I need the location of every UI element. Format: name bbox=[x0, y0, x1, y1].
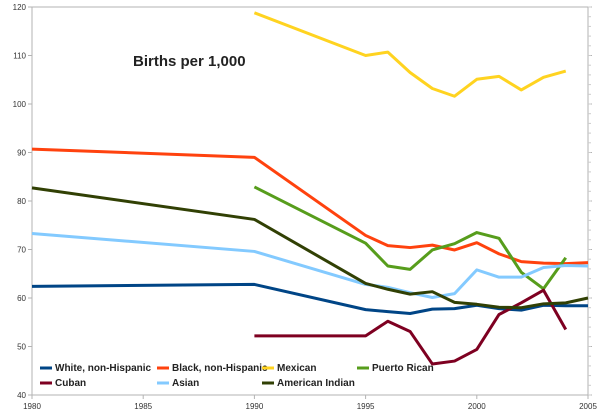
series-line-cuban bbox=[254, 288, 568, 366]
legend-label: Puerto Rican bbox=[372, 363, 434, 374]
x-tick-label: 2000 bbox=[468, 402, 486, 411]
series-line-white-non-hispanic bbox=[31, 282, 588, 316]
x-tick-label: 1995 bbox=[357, 402, 375, 411]
chart-title: Births per 1,000 bbox=[133, 53, 246, 70]
legend-label: Black, non-Hispanic bbox=[172, 363, 268, 374]
y-tick-label: 50 bbox=[17, 343, 26, 352]
x-tick-label: 1990 bbox=[246, 402, 264, 411]
legend-label: Asian bbox=[172, 378, 199, 389]
y-tick-label: 100 bbox=[13, 100, 27, 109]
x-tick-label: 1985 bbox=[134, 402, 152, 411]
legend: White, non-Hispanic Black, non-Hispanic Me… bbox=[40, 363, 434, 389]
x-tick-label: 2005 bbox=[579, 402, 597, 411]
y-tick-label: 90 bbox=[17, 149, 26, 158]
series-line-puerto-rican bbox=[253, 185, 567, 291]
y-tick-label: 120 bbox=[13, 3, 27, 12]
y-tick-label: 60 bbox=[17, 294, 26, 303]
legend-label: Cuban bbox=[55, 378, 86, 389]
series-line-mexican bbox=[253, 11, 567, 98]
series-line-asian bbox=[31, 231, 589, 300]
y-tick-label: 40 bbox=[17, 391, 26, 400]
legend-label: White, non-Hispanic bbox=[55, 363, 152, 374]
axes: 40 50 60 70 80 90 100 110 120 1980 1985 1990 1995 200… bbox=[13, 3, 598, 411]
x-tick-label: 1980 bbox=[23, 402, 41, 411]
legend-label: American Indian bbox=[277, 378, 355, 389]
y-tick-label: 110 bbox=[13, 52, 26, 61]
series-line-black-non-hispanic bbox=[31, 147, 589, 266]
series-line-american-indian bbox=[31, 186, 589, 310]
y-tick-label: 80 bbox=[17, 197, 26, 206]
y-tick-label: 70 bbox=[17, 246, 26, 255]
series-lines bbox=[31, 11, 589, 366]
legend-label: Mexican bbox=[277, 363, 316, 374]
